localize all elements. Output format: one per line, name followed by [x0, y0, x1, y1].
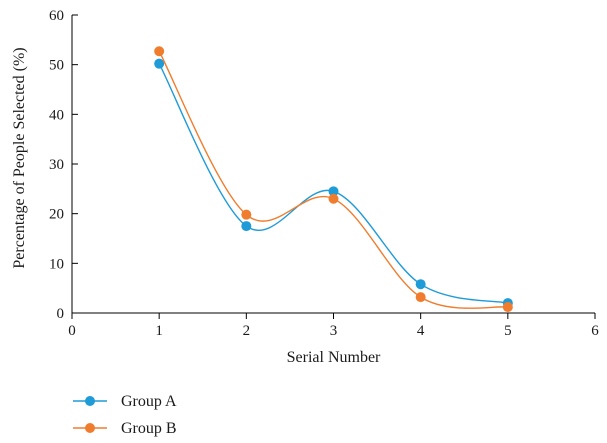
x-tick-label: 3 — [330, 323, 338, 339]
y-tick-label: 30 — [49, 157, 64, 173]
x-ticks: 0 1 2 3 4 5 6 — [68, 313, 599, 339]
y-tick-label: 50 — [49, 58, 64, 74]
legend-label: Group B — [121, 420, 177, 437]
y-axis: 0 10 20 30 40 50 60 — [49, 8, 78, 322]
data-point — [328, 186, 339, 197]
y-ticks: 0 10 20 30 40 50 60 — [49, 8, 78, 322]
series-layer — [154, 46, 513, 313]
data-point — [154, 46, 165, 57]
x-tick-label: 1 — [155, 323, 163, 339]
legend-item: Group B — [73, 420, 177, 437]
series-line — [158, 63, 508, 304]
series-group-a — [154, 58, 513, 309]
data-point — [415, 279, 426, 290]
y-tick-label: 40 — [49, 107, 64, 123]
x-axis: 0 1 2 3 4 5 6 — [68, 312, 599, 339]
legend: Group A Group B — [73, 393, 177, 437]
data-point — [502, 302, 513, 313]
data-point — [241, 209, 252, 220]
x-axis-title: Serial Number — [287, 349, 381, 366]
legend-item: Group A — [73, 393, 177, 410]
x-tick-label: 2 — [243, 323, 251, 339]
x-tick-label: 0 — [68, 323, 76, 339]
y-tick-label: 0 — [57, 306, 65, 322]
legend-marker — [85, 423, 95, 433]
y-tick-label: 60 — [49, 8, 64, 24]
data-point — [241, 221, 252, 232]
y-tick-label: 10 — [49, 256, 64, 272]
series-group-b — [154, 46, 513, 313]
y-tick-label: 20 — [49, 207, 64, 223]
x-tick-label: 5 — [504, 323, 512, 339]
x-tick-label: 6 — [591, 323, 599, 339]
y-axis-title: Percentage of People Selected (%) — [11, 47, 28, 268]
x-tick-label: 4 — [417, 323, 425, 339]
data-point — [415, 292, 426, 303]
legend-label: Group A — [121, 393, 177, 410]
legend-marker — [85, 396, 95, 406]
series-line — [158, 50, 508, 309]
data-point — [154, 58, 165, 69]
data-point — [328, 193, 339, 204]
